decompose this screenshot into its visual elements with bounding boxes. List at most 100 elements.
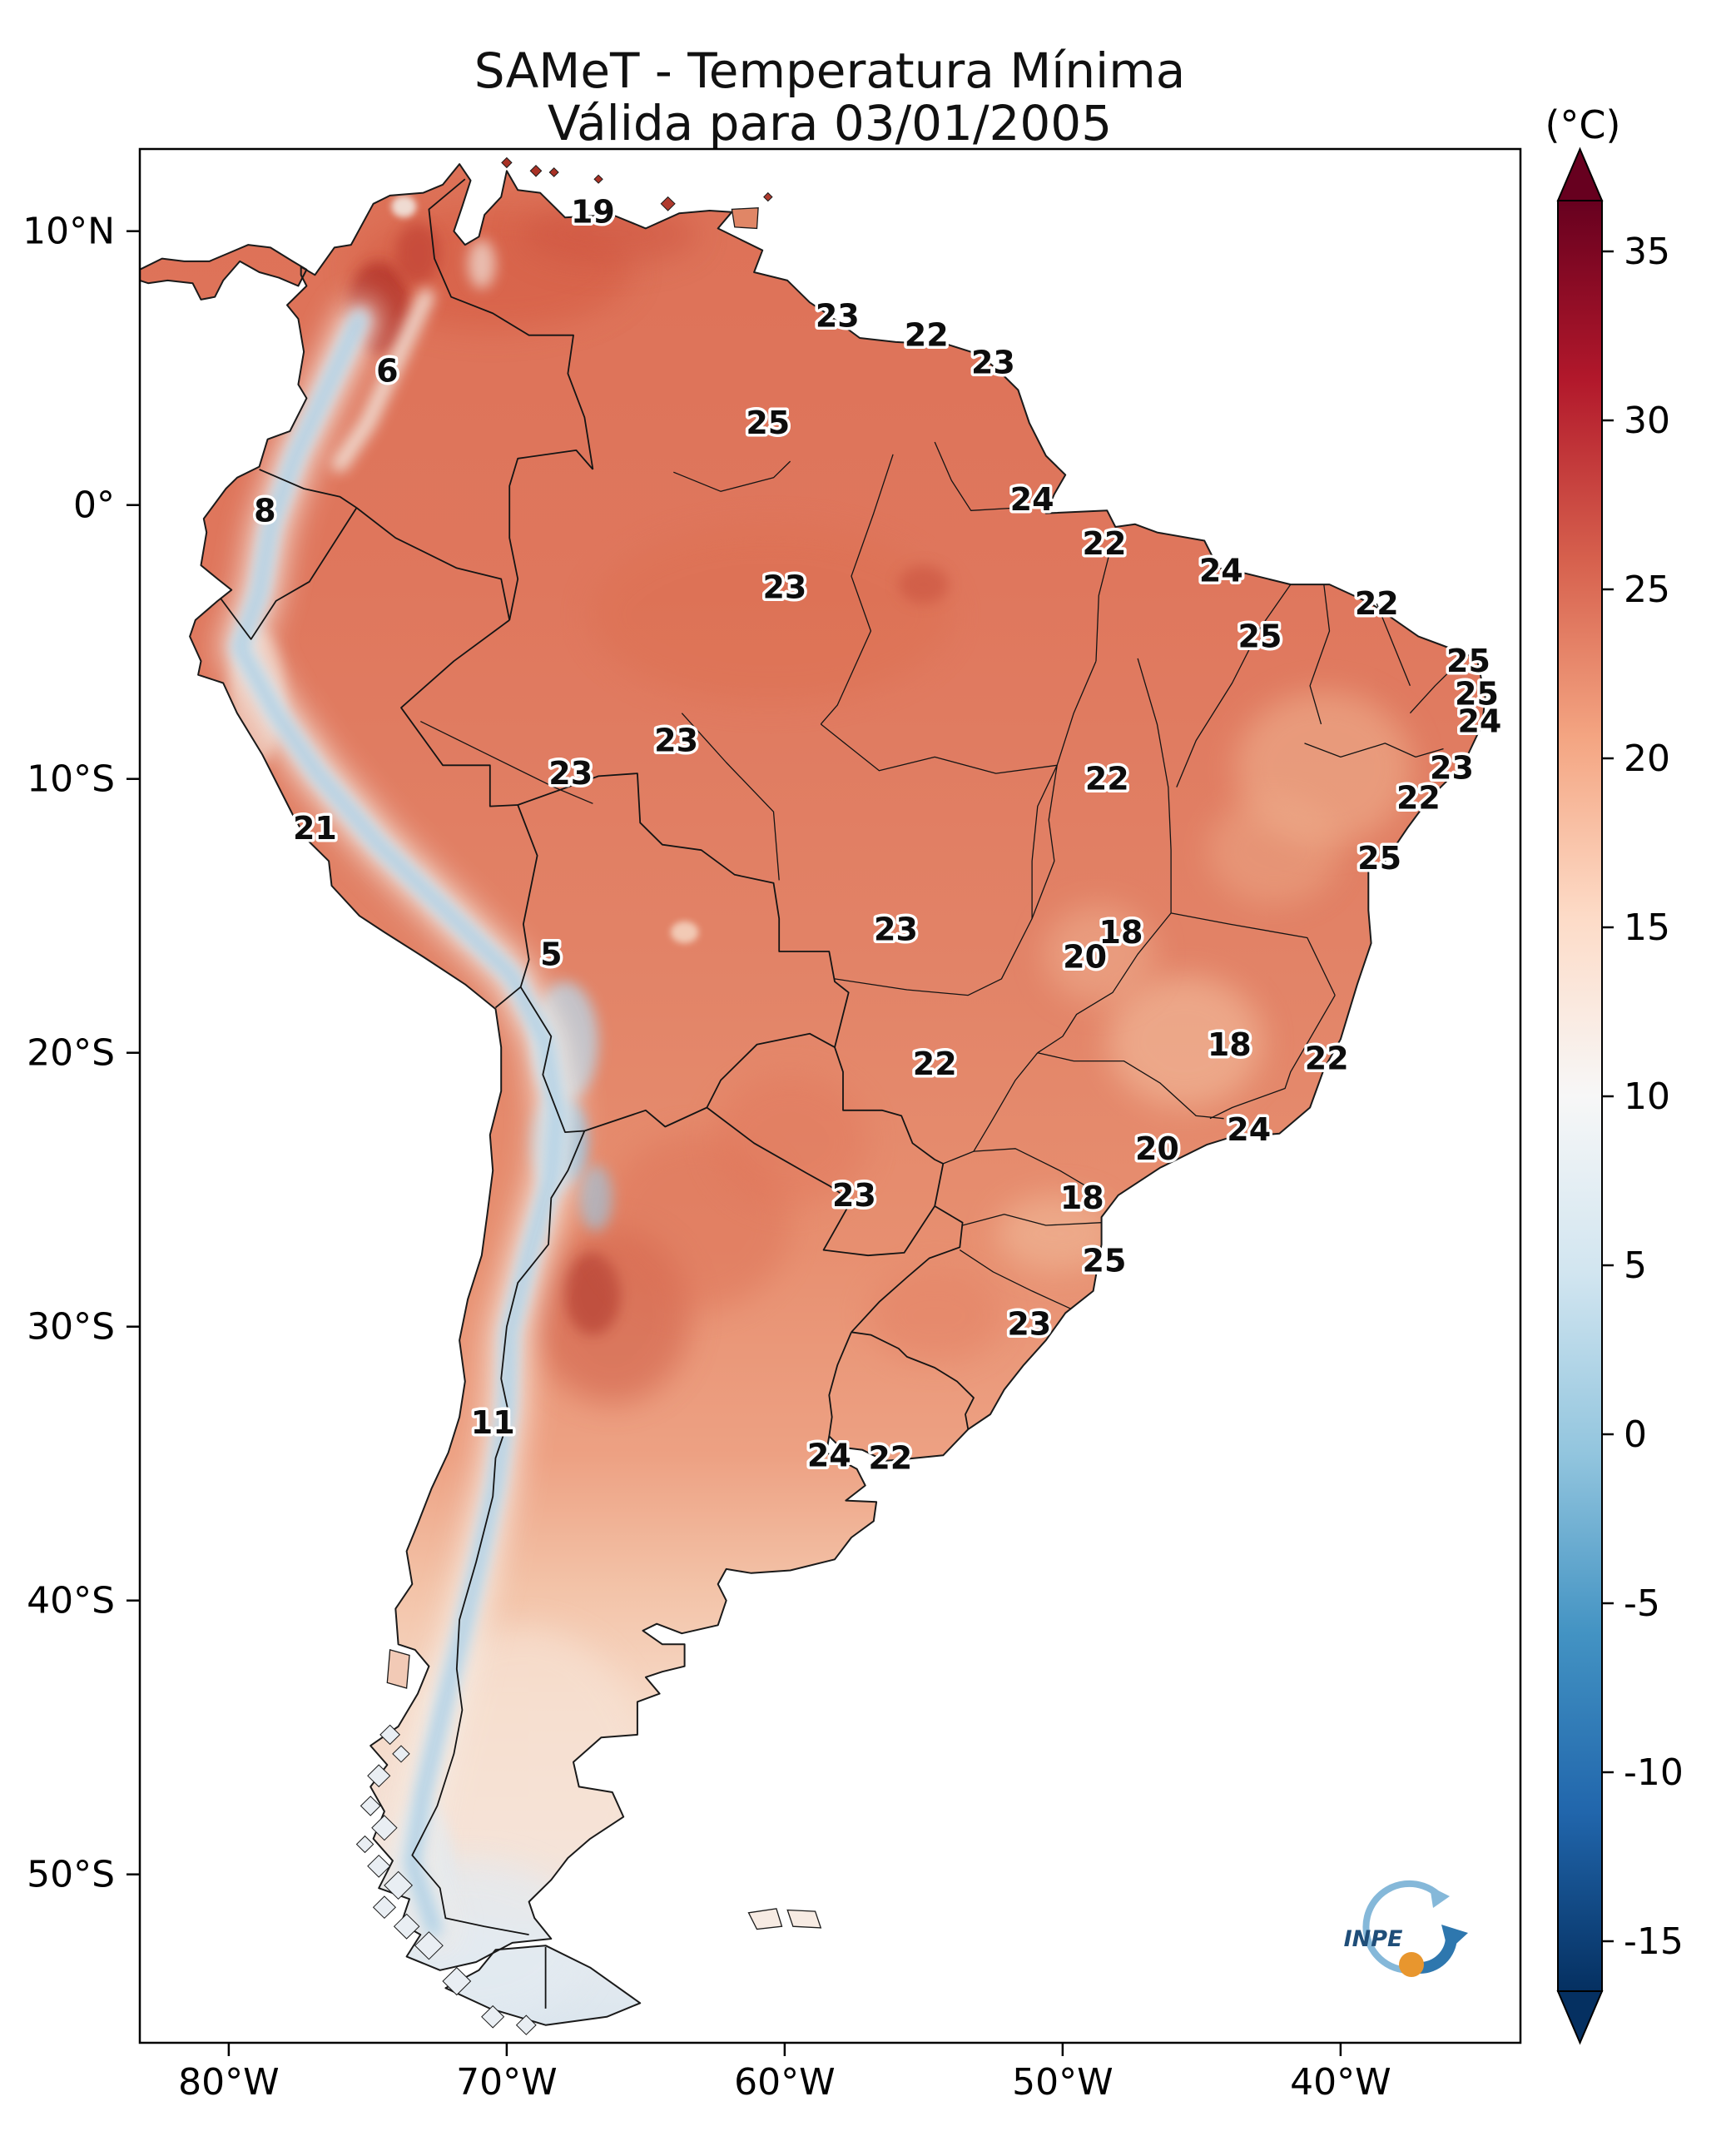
temperature-shading-blob — [391, 195, 417, 218]
temperature-shading-blob — [578, 1165, 613, 1231]
island-los-roques — [593, 174, 603, 184]
station-temp-label: 25 — [1455, 676, 1499, 713]
state-border — [1176, 584, 1292, 787]
island-fjord-12 — [442, 1966, 472, 1996]
state-border — [1409, 655, 1466, 714]
station-temp-label: 23 — [548, 755, 593, 792]
island-fjord-7 — [367, 1854, 391, 1878]
island-margarita — [660, 196, 676, 211]
state-border — [1037, 1052, 1224, 1120]
island-fjord-14 — [515, 2014, 537, 2035]
temperature-shading-blob — [868, 1269, 1002, 1363]
lon-tick-label: 40°W — [1290, 2061, 1391, 2104]
colorbar-bottom-arrow — [1556, 1990, 1604, 2045]
figure-title-line1: SAMeT - Temperatura Mínima — [474, 42, 1186, 99]
island-fjord-4 — [360, 1796, 381, 1816]
island-bonaire — [548, 166, 559, 177]
country-border — [851, 1331, 975, 1430]
station-temp-label: 5 — [540, 936, 562, 972]
lat-tick-label: 50°S — [27, 1854, 115, 1896]
station-temp-label: 11 — [471, 1404, 515, 1441]
state-border — [1031, 765, 1058, 919]
island-fjord-5 — [371, 1815, 398, 1841]
station-temp-label: 22 — [1355, 585, 1399, 622]
station-temp-label: 23 — [654, 723, 698, 759]
station-temp-label: 6 — [376, 353, 398, 390]
island-fjord-9 — [372, 1895, 397, 1920]
island-fjord-1 — [379, 1724, 401, 1746]
island-curacao — [529, 164, 543, 177]
country-border — [519, 986, 585, 1133]
temperature-shading-blob — [898, 565, 949, 604]
temperature-shading-blob — [712, 1075, 869, 1206]
state-border — [943, 1052, 1039, 1165]
station-temp-label: 22 — [905, 317, 949, 354]
country-border — [428, 178, 594, 470]
station-temp-label: 21 — [293, 810, 337, 847]
country-border — [851, 1205, 964, 1333]
colorbar-tick-label: 25 — [1624, 569, 1670, 611]
station-temp-label: 19 — [571, 194, 615, 231]
lat-tick-label: 20°S — [27, 1032, 115, 1075]
station-temp-label: 20 — [1063, 939, 1107, 976]
state-border — [1137, 658, 1172, 913]
map-coast-and-borders — [139, 156, 1486, 2035]
country-border — [355, 507, 511, 621]
lon-tick-label: 70°W — [456, 2061, 558, 2104]
station-temp-label: 24 — [1010, 481, 1054, 518]
state-border — [962, 1214, 1102, 1226]
state-border — [1095, 540, 1114, 662]
state-border — [820, 723, 1058, 774]
state-border — [959, 1249, 1072, 1309]
island-fjord-13 — [481, 2004, 505, 2029]
colorbar: 35 30 25 20 15 10 5 0 -5 -10 -15 — [1556, 147, 1684, 2045]
colorbar-unit-label: (°C) — [1545, 102, 1620, 147]
inpe-logo-light-arrowhead — [1430, 1886, 1450, 1908]
andes-cold-band — [235, 314, 562, 1934]
state-border — [1170, 912, 1336, 996]
state-border — [834, 861, 1055, 996]
country-border — [706, 1106, 935, 1257]
island-chiloe — [386, 1649, 410, 1689]
temperature-shading-blob — [590, 527, 952, 703]
colorbar-tick-label: 0 — [1624, 1413, 1647, 1456]
country-border — [517, 804, 538, 987]
lon-tick-label: 60°W — [734, 2061, 836, 2104]
station-temp-label: 25 — [1083, 1243, 1127, 1279]
lon-tick-label: 80°W — [178, 2061, 280, 2104]
colorbar-tick-label: 5 — [1624, 1244, 1647, 1287]
state-border — [420, 721, 593, 804]
temperature-shading-blob — [1207, 795, 1341, 905]
colorbar-tick-label: 15 — [1624, 907, 1670, 949]
country-border — [494, 986, 522, 1009]
state-border — [1209, 995, 1336, 1120]
country-border — [508, 450, 594, 621]
temperature-shading-blob — [468, 239, 496, 289]
inpe-logo: INPE — [1344, 1880, 1468, 1977]
station-temp-label: 25 — [746, 405, 790, 441]
country-border — [706, 1032, 836, 1108]
colorbar-tick-label: 10 — [1624, 1076, 1670, 1118]
station-temp-label: 22 — [1305, 1040, 1349, 1076]
lat-tick-label: 0° — [73, 484, 115, 527]
state-border — [1304, 743, 1444, 758]
colorbar-tick-label: 30 — [1624, 400, 1670, 442]
station-temp-label: 23 — [1007, 1305, 1051, 1342]
state-border — [820, 454, 894, 725]
colorbar-tick-label: 20 — [1624, 738, 1670, 780]
lat-tick-label: 30°S — [27, 1306, 115, 1349]
island-fjord-6 — [355, 1835, 374, 1854]
station-temp-label: 24 — [1227, 1111, 1271, 1148]
andes-eastern-cordillera-band — [331, 288, 434, 473]
axis-ticks: 10°N 0° 10°S 20°S 30°S 40°S 50°S 80°W 70°W 60°W 50… — [22, 211, 1391, 2104]
country-border — [834, 1046, 945, 1207]
station-temp-label: 22 — [1083, 525, 1127, 562]
inpe-logo-orange-dot — [1399, 1952, 1424, 1977]
state-border — [934, 441, 1019, 511]
station-temp-label: 20 — [1135, 1130, 1179, 1167]
inpe-logo-text: INPE — [1344, 1926, 1403, 1952]
colorbar-tick-label: -15 — [1624, 1920, 1684, 1963]
station-temp-label: 23 — [832, 1177, 876, 1214]
